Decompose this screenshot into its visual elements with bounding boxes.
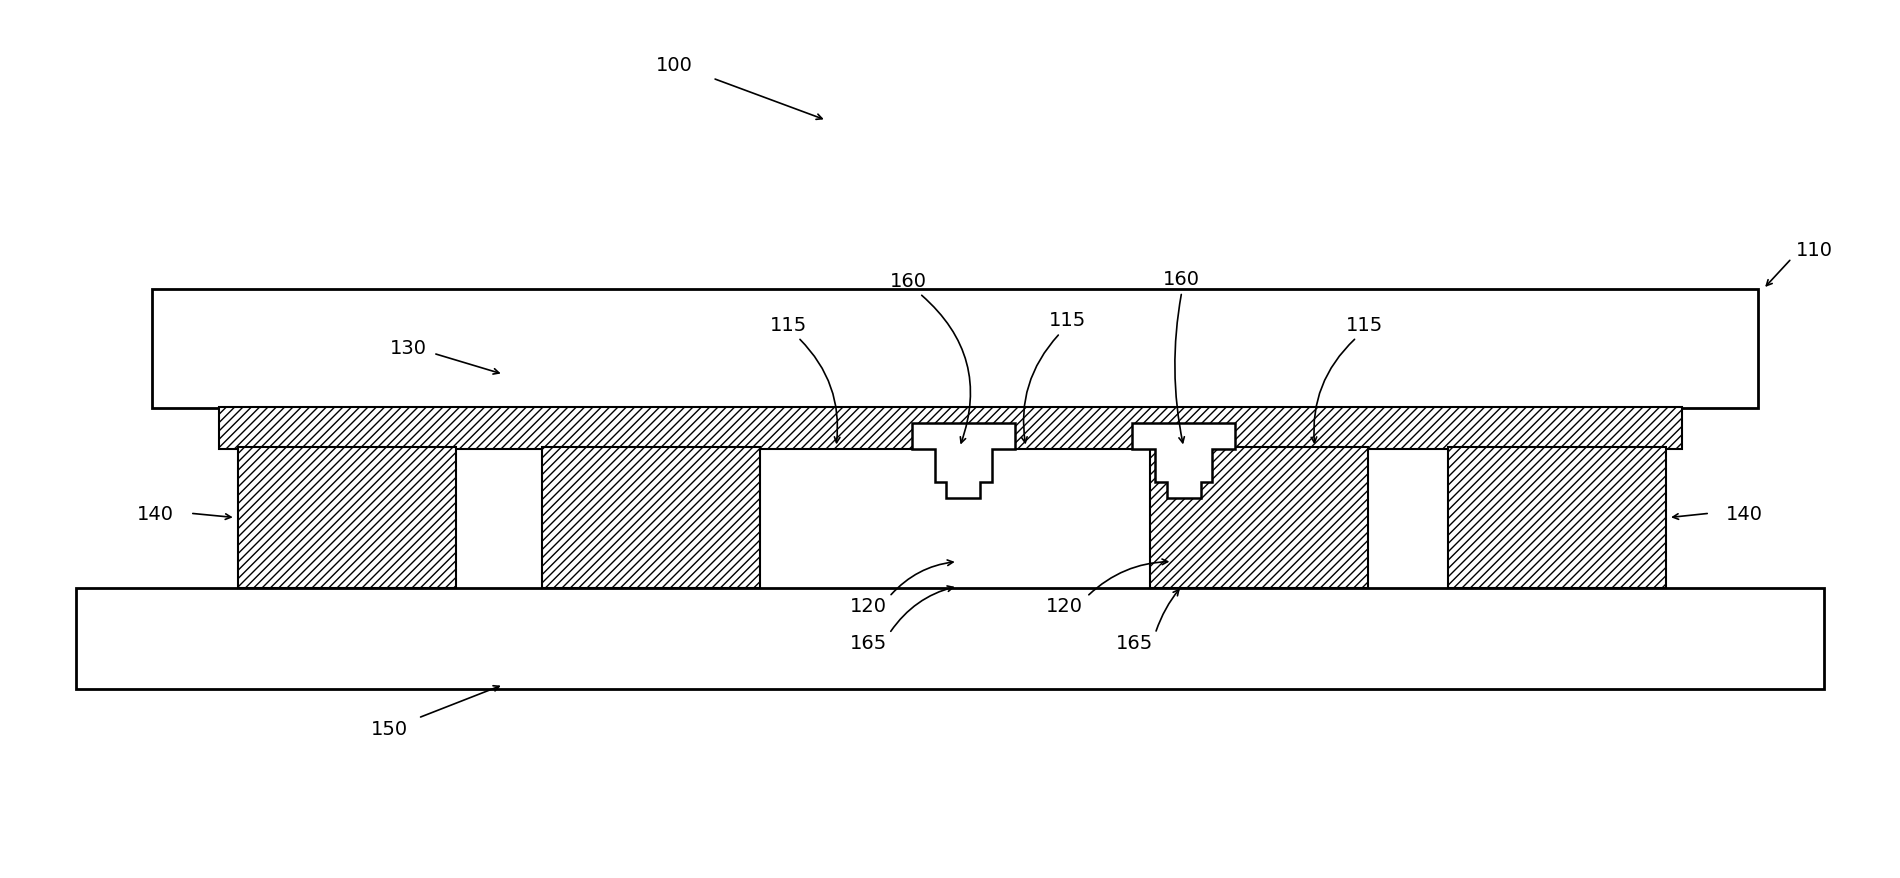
Bar bbox=[76, 588, 1824, 689]
Text: 140: 140 bbox=[137, 504, 175, 523]
Text: 150: 150 bbox=[370, 719, 408, 738]
Bar bbox=[1150, 448, 1368, 588]
Polygon shape bbox=[912, 423, 1015, 499]
Text: 120: 120 bbox=[1045, 596, 1083, 615]
Text: 165: 165 bbox=[1115, 633, 1153, 652]
Text: 110: 110 bbox=[1796, 241, 1832, 260]
Text: 165: 165 bbox=[849, 633, 887, 652]
Bar bbox=[542, 448, 760, 588]
Bar bbox=[218, 407, 1682, 450]
Bar bbox=[152, 290, 1758, 408]
Text: 140: 140 bbox=[1725, 504, 1763, 523]
Bar bbox=[1448, 448, 1666, 588]
Text: 100: 100 bbox=[656, 56, 694, 76]
Text: 160: 160 bbox=[889, 271, 927, 291]
Text: 115: 115 bbox=[1049, 311, 1087, 330]
Polygon shape bbox=[1132, 423, 1235, 499]
Text: 130: 130 bbox=[390, 339, 428, 358]
Text: 120: 120 bbox=[849, 596, 887, 615]
Text: 115: 115 bbox=[770, 315, 807, 335]
Text: 160: 160 bbox=[1163, 270, 1201, 289]
Text: 115: 115 bbox=[1345, 315, 1383, 335]
Bar bbox=[238, 448, 456, 588]
